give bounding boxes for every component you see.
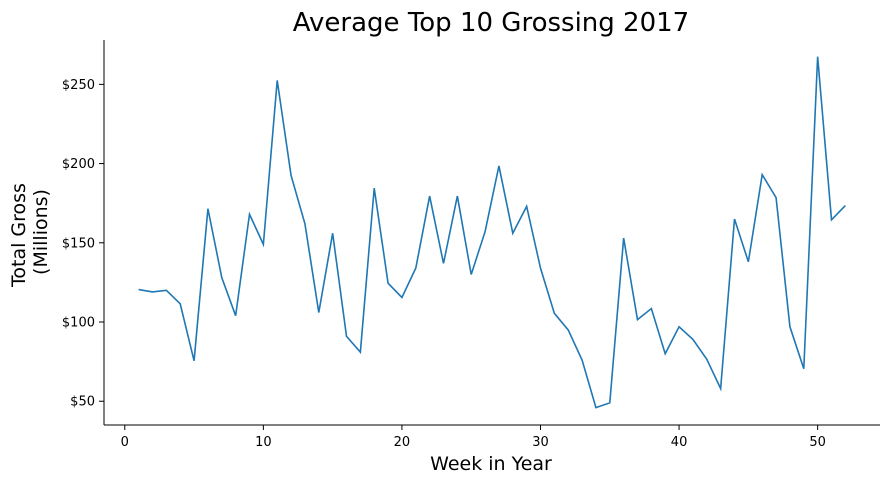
x-tick-label: 50 (809, 435, 826, 450)
x-tick-label: 40 (671, 435, 688, 450)
x-axis-label: Week in Year (430, 453, 552, 475)
x-tick-label: 10 (255, 435, 272, 450)
y-tick-label: $150 (62, 236, 95, 251)
x-tick-label: 0 (121, 435, 129, 450)
y-axis-label-line-2: (Millions) (30, 189, 52, 275)
axes-spines (103, 40, 880, 426)
series-line (138, 56, 846, 409)
y-tick-label: $100 (62, 316, 95, 331)
y-tick-label: $50 (70, 395, 95, 410)
chart-title: Average Top 10 Grossing 2017 (293, 8, 689, 38)
y-axis-ticks: $50 $100 $150 $200 $250 (62, 78, 104, 410)
x-tick-label: 20 (394, 435, 411, 450)
y-axis-label-line-1: Total Gross (8, 183, 30, 288)
x-axis-ticks: 0 10 20 30 40 50 (121, 425, 826, 450)
x-tick-label: 30 (532, 435, 549, 450)
y-tick-label: $200 (62, 157, 95, 172)
y-tick-label: $250 (62, 78, 95, 93)
y-axis-label: Total Gross (Millions) (8, 177, 52, 288)
